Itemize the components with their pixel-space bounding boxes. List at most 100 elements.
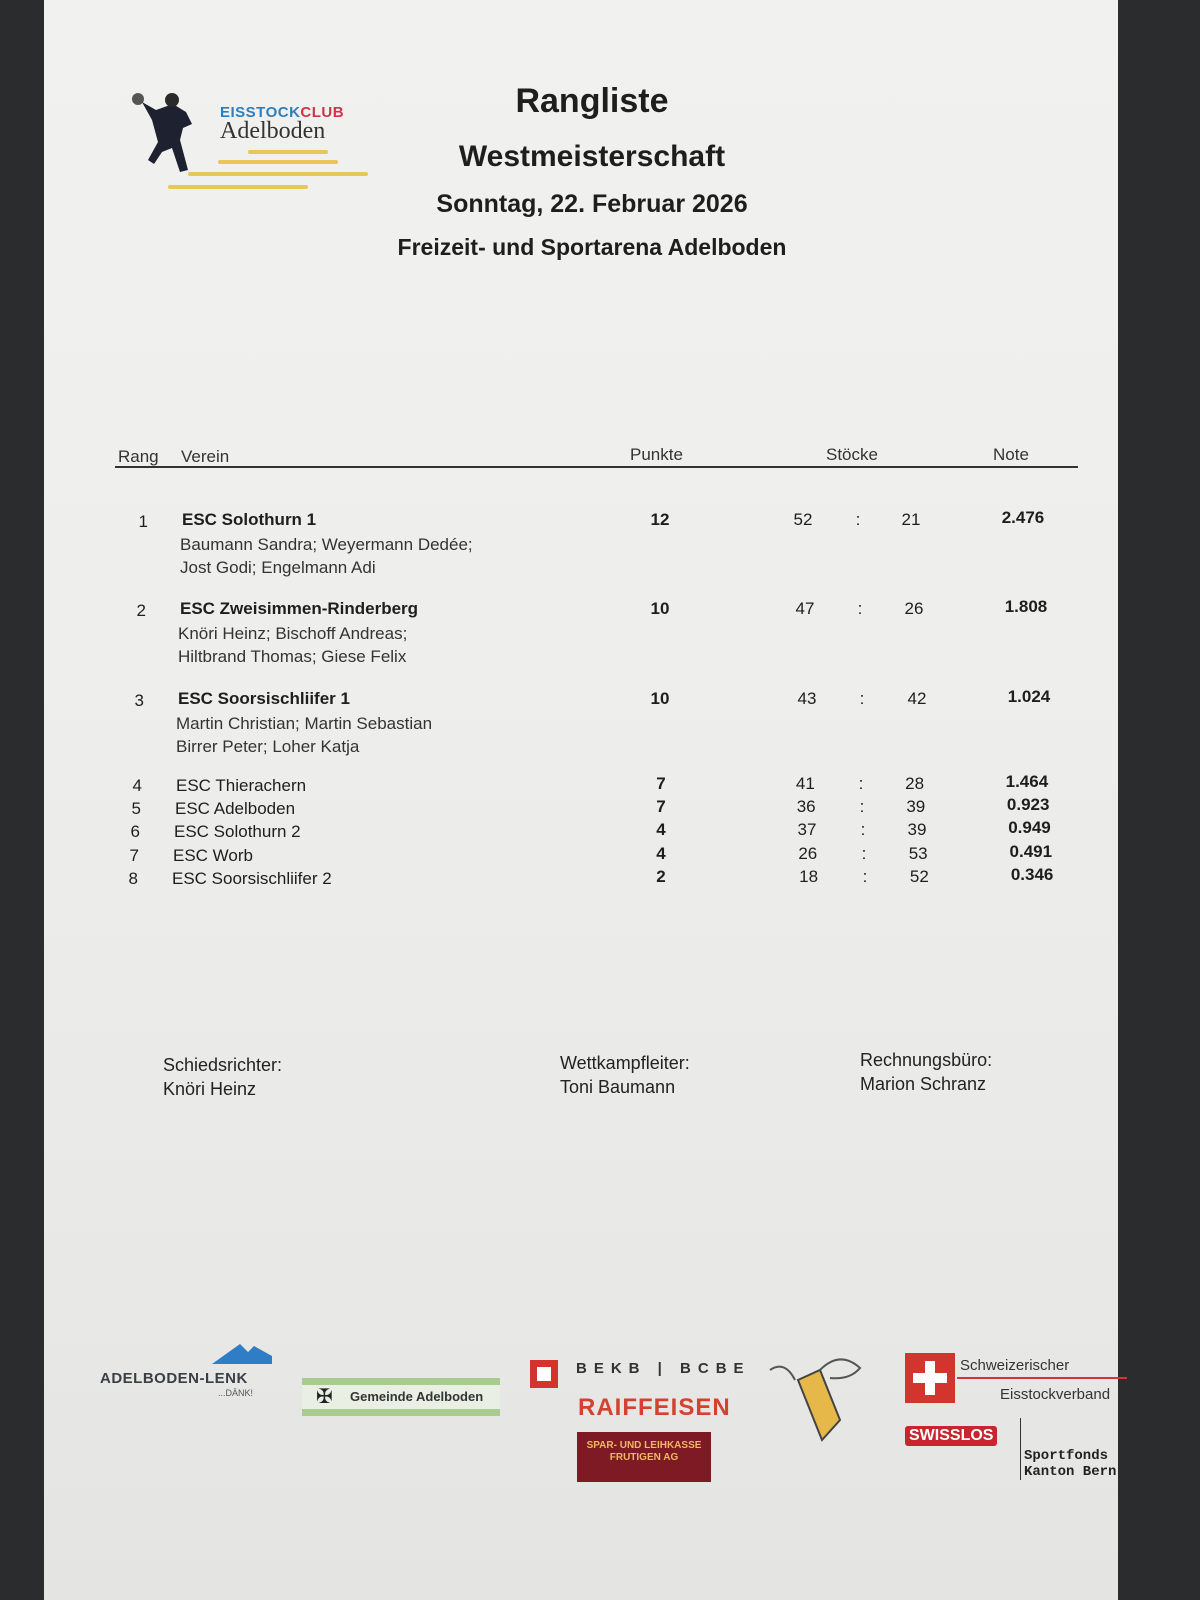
- row-members: Knöri Heinz; Bischoff Andreas;: [178, 624, 408, 643]
- col-header-stocks: Stöcke: [826, 445, 878, 464]
- curler-figure-icon: [132, 93, 192, 172]
- club-logo: EISSTOCKCLUB Adelboden: [128, 90, 378, 205]
- verband-line-2: Eisstockverband: [1000, 1386, 1111, 1403]
- header-divider: [115, 466, 1078, 468]
- sponsor-spar-leihkasse: SPAR- UND LEIHKASSE FRUTIGEN AG: [577, 1432, 711, 1482]
- row-club: ESC Worb: [173, 846, 253, 865]
- adelboden-lenk-tag: ...DÄNK!: [218, 1388, 254, 1398]
- row-members: Martin Christian; Martin Sebastian: [176, 714, 433, 733]
- row-points: 10: [650, 689, 670, 708]
- row-stocks-against: 52: [909, 867, 929, 886]
- row-rank: 3: [134, 691, 144, 710]
- row-stocks-sep: :: [857, 599, 863, 618]
- eagle-crest-icon: ✠: [316, 1386, 333, 1408]
- row-stocks-for: 43: [797, 689, 817, 708]
- row-note: 0.491: [1009, 842, 1053, 861]
- row-members: Jost Godi; Engelmann Adi: [180, 558, 376, 577]
- swiss-cross-icon: [905, 1353, 955, 1403]
- col-header-rank: Rang: [118, 447, 159, 466]
- row-stocks-for: 36: [796, 797, 816, 816]
- col-header-note: Note: [993, 445, 1029, 464]
- row-rank: 1: [138, 512, 148, 531]
- row-stocks-sep: :: [861, 844, 867, 863]
- col-header-points: Punkte: [630, 445, 683, 464]
- row-club: ESC Solothurn 1: [182, 510, 317, 529]
- row-rank: 6: [130, 822, 140, 841]
- club-logo-text-club: CLUB: [300, 104, 345, 121]
- sportfonds-line-2: Kanton Bern: [1024, 1464, 1117, 1480]
- bekb-logo-icon: [530, 1360, 558, 1388]
- row-rank: 4: [132, 776, 142, 795]
- row-note: 0.949: [1008, 818, 1051, 837]
- row-note: 0.923: [1006, 795, 1050, 814]
- official-name: Toni Baumann: [560, 1077, 676, 1097]
- sponsor-sportfonds: Sportfonds Kanton Bern: [1020, 1418, 1116, 1480]
- row-points: 7: [656, 797, 666, 816]
- row-note: 1.024: [1007, 687, 1051, 706]
- row-rank: 5: [131, 799, 141, 818]
- row-club: ESC Solothurn 2: [174, 822, 301, 841]
- row-stocks-against: 21: [901, 510, 921, 529]
- row-club: ESC Soorsischliifer 2: [172, 869, 332, 888]
- row-points: 4: [656, 844, 666, 863]
- row-stocks-sep: :: [858, 774, 864, 793]
- spar-line-1: SPAR- UND LEIHKASSE: [586, 1440, 702, 1451]
- bekb-text: BEKB | BCBE: [576, 1360, 751, 1377]
- sponsor-gemeinde-adelboden: ✠ Gemeinde Adelboden: [302, 1378, 500, 1416]
- adelboden-lenk-text: ADELBODEN-LENK: [100, 1370, 248, 1387]
- verband-line-1: Schweizerischer: [960, 1357, 1070, 1374]
- mountain-icon: [212, 1344, 272, 1364]
- official-name: Marion Schranz: [860, 1074, 987, 1094]
- page-title: Rangliste: [515, 82, 669, 120]
- document-page: [44, 0, 1118, 1600]
- row-stocks-for: 18: [799, 867, 819, 886]
- curling-mascot-icon: [769, 1358, 862, 1442]
- row-rank: 7: [129, 846, 139, 865]
- row-stocks-for: 52: [793, 510, 813, 529]
- row-club: ESC Zweisimmen-Rinderberg: [180, 599, 419, 618]
- official-name: Knöri Heinz: [163, 1079, 257, 1099]
- official-role: Wettkampfleiter:: [560, 1053, 690, 1073]
- row-stocks-sep: :: [859, 689, 865, 708]
- official-role: Schiedsrichter:: [163, 1055, 283, 1075]
- row-members: Baumann Sandra; Weyermann Dedée;: [180, 535, 473, 554]
- sportfonds-line-1: Sportfonds: [1024, 1448, 1109, 1464]
- row-stocks-for: 26: [798, 844, 818, 863]
- spar-line-2: FRUTIGEN AG: [609, 1452, 679, 1463]
- event-date: Sonntag, 22. Februar 2026: [436, 190, 748, 218]
- row-stocks-against: 42: [907, 689, 927, 708]
- row-club: ESC Adelboden: [175, 799, 296, 818]
- row-stocks-against: 53: [908, 844, 928, 863]
- row-points: 4: [656, 820, 666, 839]
- row-points: 10: [650, 599, 670, 618]
- row-stocks-for: 37: [797, 820, 817, 839]
- club-logo-text-eisstock: EISSTOCK: [220, 104, 301, 121]
- row-stocks-sep: :: [862, 867, 868, 886]
- row-stocks-against: 39: [907, 820, 927, 839]
- row-stocks-sep: :: [860, 820, 866, 839]
- official-role: Rechnungsbüro:: [860, 1050, 993, 1070]
- event-name: Westmeisterschaft: [458, 140, 726, 173]
- row-note: 1.808: [1004, 597, 1048, 616]
- club-logo-text-adelboden: Adelboden: [220, 118, 326, 144]
- row-points: 7: [656, 774, 666, 793]
- row-note: 2.476: [1001, 508, 1045, 527]
- row-stocks-against: 26: [904, 599, 924, 618]
- row-note: 1.464: [1005, 772, 1049, 791]
- row-rank: 2: [136, 601, 146, 620]
- row-club: ESC Thierachern: [176, 776, 307, 795]
- row-stocks-sep: :: [859, 797, 865, 816]
- gemeinde-text: Gemeinde Adelboden: [350, 1389, 484, 1404]
- row-points: 2: [656, 867, 666, 886]
- col-header-club: Verein: [181, 447, 230, 466]
- row-points: 12: [650, 510, 670, 529]
- row-note: 0.346: [1010, 865, 1054, 884]
- event-venue: Freizeit- und Sportarena Adelboden: [397, 234, 787, 260]
- row-stocks-for: 47: [795, 599, 815, 618]
- row-stocks-for: 41: [795, 774, 815, 793]
- row-members: Hiltbrand Thomas; Giese Felix: [178, 647, 407, 666]
- row-members: Birrer Peter; Loher Katja: [176, 737, 360, 756]
- row-stocks-sep: :: [855, 510, 861, 529]
- row-stocks-against: 39: [906, 797, 926, 816]
- row-rank: 8: [128, 869, 138, 888]
